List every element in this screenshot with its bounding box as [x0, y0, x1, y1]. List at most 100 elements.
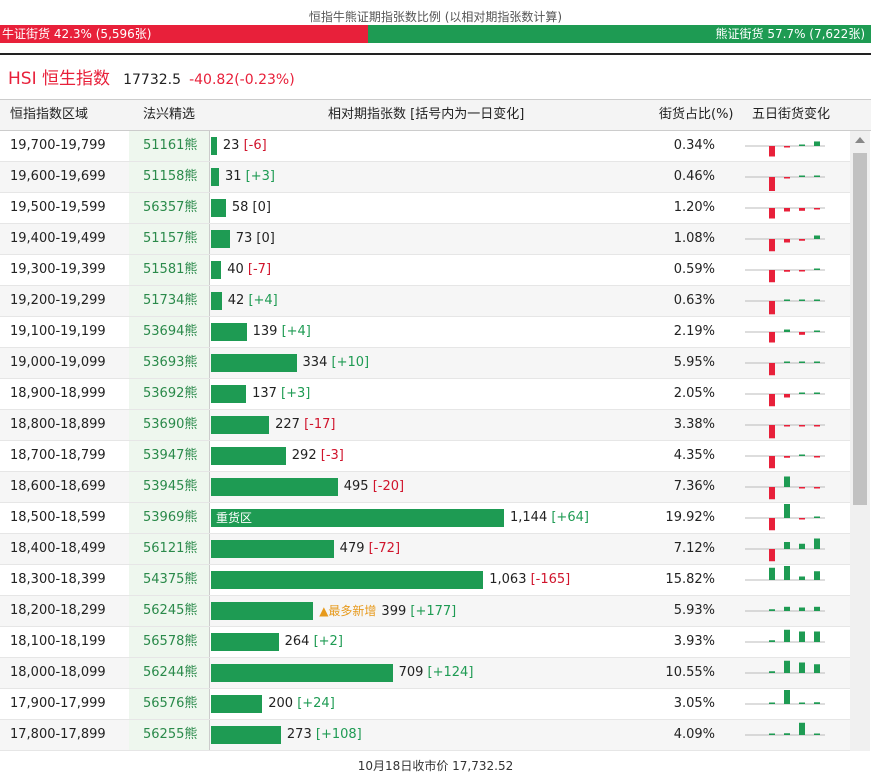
spark-bar — [799, 518, 805, 520]
spark-bar — [814, 425, 820, 427]
spark-bar — [814, 571, 820, 580]
warrant-code-link[interactable]: 56121熊 — [129, 534, 209, 564]
qty-bar — [211, 602, 314, 620]
qty-text: 40 [-7] — [227, 255, 271, 285]
bull-bear-ratio-bar: 牛证街货 42.3% (5,596张) 熊证街货 57.7% (7,622张) — [0, 25, 871, 43]
warrant-code-link[interactable]: 53969熊 — [129, 503, 209, 533]
five-day-chart — [745, 392, 825, 407]
qty-bar — [211, 478, 338, 496]
spark-bar — [799, 270, 805, 272]
share-pct: 0.34% — [673, 138, 715, 153]
spark-bar — [814, 631, 820, 642]
table-row: 18,100-18,199 56578熊 264 [+2] 3.93% — [0, 627, 850, 658]
warrant-code-link[interactable]: 53692熊 — [129, 379, 209, 409]
spark-bar — [784, 504, 790, 518]
warrant-code-link[interactable]: 51734熊 — [129, 286, 209, 316]
five-day-chart — [745, 476, 825, 500]
warrant-code-link[interactable]: 51161熊 — [129, 131, 209, 161]
table-row: 19,000-19,099 53693熊 334 [+10] 5.95% — [0, 348, 850, 379]
warrant-code-link[interactable]: 56578熊 — [129, 627, 209, 657]
warrant-code-link[interactable]: 53945熊 — [129, 472, 209, 502]
warrant-code-link[interactable]: 53947熊 — [129, 441, 209, 471]
qty-cell: 264 [+2] — [209, 627, 343, 657]
qty-change: [+3] — [281, 386, 311, 401]
scroll-thumb[interactable] — [853, 153, 867, 505]
five-day-chart — [745, 690, 825, 705]
share-pct: 1.20% — [673, 200, 715, 215]
spark-bar — [799, 543, 805, 549]
qty-cell: ▲最多新增 399 [+177] — [209, 596, 456, 626]
spark-bar — [769, 332, 775, 343]
five-day-chart — [745, 141, 825, 157]
spark-bar — [799, 361, 805, 363]
warrant-code-link[interactable]: 51158熊 — [129, 162, 209, 192]
index-range: 19,300-19,399 — [10, 262, 106, 277]
spark-bar — [814, 208, 820, 210]
warrant-code-link[interactable]: 53694熊 — [129, 317, 209, 347]
spark-bar — [799, 722, 805, 735]
hsi-quote: HSI 恒生指数 17732.5 -40.82(-0.23%) — [8, 64, 295, 89]
five-day-chart — [745, 454, 825, 469]
qty-text: 479 [-72] — [340, 534, 400, 564]
spark-bar — [784, 606, 790, 611]
index-range: 18,100-18,199 — [10, 634, 106, 649]
qty-bar — [211, 168, 219, 186]
qty-change: [-72] — [368, 541, 401, 556]
qty-bar — [211, 261, 222, 279]
table-row: 18,000-18,099 56244熊 709 [+124] 10.55% — [0, 658, 850, 689]
table-row: 18,700-18,799 53947熊 292 [-3] 4.35% — [0, 441, 850, 472]
qty-cell: 1,063 [-165] — [209, 565, 570, 595]
scroll-up-arrow-icon[interactable] — [855, 137, 865, 143]
spark-bar — [814, 268, 820, 270]
qty-change: [+10] — [331, 355, 370, 370]
qty-value: 23 — [222, 138, 240, 153]
five-day-chart — [745, 207, 825, 219]
warrant-code-link[interactable]: 53693熊 — [129, 348, 209, 378]
index-name[interactable]: HSI 恒生指数 — [8, 69, 110, 89]
spark-bar — [814, 141, 820, 146]
qty-text: 200 [+24] — [268, 689, 335, 719]
qty-bar — [211, 695, 263, 713]
vertical-scrollbar[interactable] — [850, 131, 870, 751]
warrant-code-link[interactable]: 56244熊 — [129, 658, 209, 688]
qty-bar — [211, 571, 484, 589]
index-range: 19,200-19,299 — [10, 293, 106, 308]
spark-bar — [814, 392, 820, 394]
spark-bar — [769, 567, 775, 580]
spark-bar — [784, 299, 790, 301]
qty-value: 139 — [252, 324, 278, 339]
warrant-code-link[interactable]: 56357熊 — [129, 193, 209, 223]
spark-bar — [814, 606, 820, 611]
index-range: 18,800-18,899 — [10, 417, 106, 432]
spark-bar — [784, 394, 790, 398]
warrant-code-link[interactable]: 56576熊 — [129, 689, 209, 719]
warrant-code-link[interactable]: 51581熊 — [129, 255, 209, 285]
index-range: 18,700-18,799 — [10, 448, 106, 463]
spark-bar — [784, 208, 790, 212]
qty-cell: 58 [0] — [209, 193, 271, 223]
qty-value: 709 — [398, 665, 424, 680]
spark-bar — [784, 542, 790, 549]
qty-change: [+2] — [313, 634, 343, 649]
header-range: 恒指指数区域 — [10, 107, 89, 122]
warrant-code-link[interactable]: 53690熊 — [129, 410, 209, 440]
table-row: 18,800-18,899 53690熊 227 [-17] 3.38% — [0, 410, 850, 441]
share-pct: 7.12% — [673, 541, 715, 556]
warrant-code-link[interactable]: 56245熊 — [129, 596, 209, 626]
table-row: 19,100-19,199 53694熊 139 [+4] 2.19% — [0, 317, 850, 348]
warrant-code-link[interactable]: 56255熊 — [129, 720, 209, 750]
qty-bar — [211, 137, 217, 155]
five-day-chart — [745, 329, 825, 343]
warrant-code-link[interactable]: 51157熊 — [129, 224, 209, 254]
qty-cell: 479 [-72] — [209, 534, 400, 564]
warrant-code-link[interactable]: 54375熊 — [129, 565, 209, 595]
qty-text: ▲最多新增 399 [+177] — [319, 596, 456, 627]
qty-text: 58 [0] — [232, 193, 271, 223]
five-day-chart — [745, 424, 825, 439]
qty-cell: 重货区 1,144 [+64] — [209, 503, 589, 533]
closing-price-note: 10月18日收市价 17,732.52 — [357, 759, 514, 773]
bear-ratio-segment: 熊证街货 57.7% (7,622张) — [368, 25, 871, 43]
qty-text: 1,144 [+64] — [510, 503, 589, 533]
qty-text: 1,063 [-165] — [489, 565, 570, 595]
qty-text: 709 [+124] — [399, 658, 474, 688]
